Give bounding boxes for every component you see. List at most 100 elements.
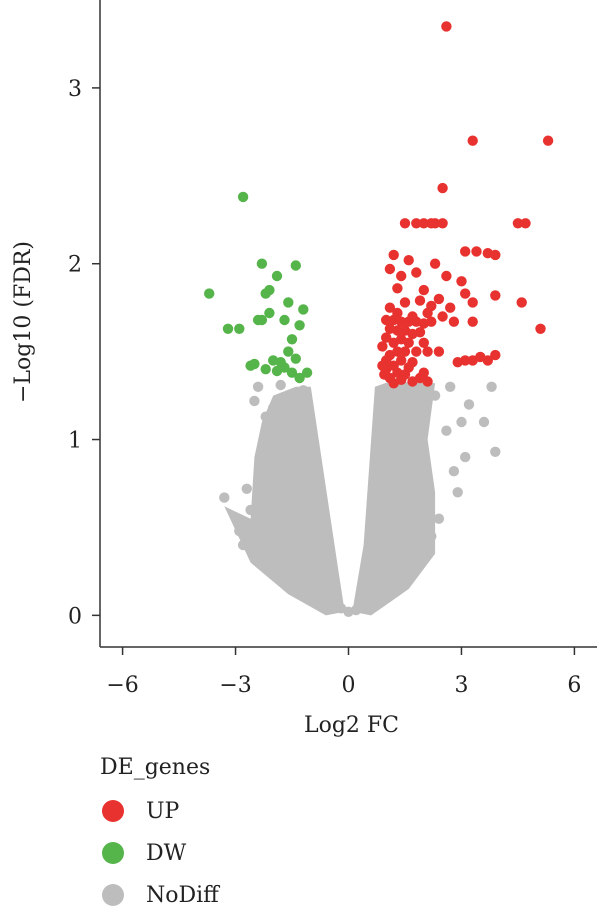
- point-nodiff: [335, 603, 347, 614]
- point-up: [441, 270, 452, 282]
- point-up: [388, 378, 399, 389]
- point-dw: [264, 307, 275, 319]
- point-dw: [245, 360, 256, 371]
- point-dw: [301, 367, 313, 378]
- x-axis-title: Log2 FC: [304, 713, 399, 738]
- legend-marker-nodiff: [102, 884, 124, 906]
- point-up: [414, 327, 426, 338]
- nodiff-density-cloud: [224, 381, 436, 616]
- point-up: [490, 249, 501, 261]
- point-nodiff: [237, 539, 249, 551]
- nodiff-cloud-right: [352, 381, 436, 616]
- point-nodiff: [298, 566, 309, 577]
- point-up: [418, 284, 429, 296]
- point-nodiff: [414, 553, 426, 565]
- point-nodiff: [441, 425, 452, 436]
- point-up: [437, 218, 448, 229]
- point-up: [377, 341, 388, 352]
- point-up: [381, 332, 392, 343]
- y-tick-label: 2: [68, 253, 82, 278]
- point-up: [441, 21, 452, 32]
- point-nodiff: [403, 437, 414, 449]
- legend-item-up: UP: [100, 790, 219, 832]
- point-up: [403, 316, 414, 327]
- point-up: [411, 346, 422, 357]
- point-nodiff: [445, 381, 456, 392]
- point-nodiff: [298, 385, 309, 396]
- point-up: [392, 283, 403, 294]
- point-up: [433, 346, 445, 357]
- point-nodiff: [313, 589, 324, 600]
- point-up: [429, 218, 441, 229]
- point-nodiff: [452, 487, 463, 498]
- point-dw: [286, 334, 298, 345]
- point-up: [448, 316, 460, 327]
- point-dw: [237, 191, 249, 203]
- point-nodiff: [324, 601, 335, 612]
- point-up: [388, 249, 399, 261]
- point-up: [384, 263, 396, 275]
- point-up: [471, 246, 482, 257]
- x-tick-label: −6: [106, 673, 138, 698]
- point-nodiff: [260, 411, 271, 422]
- point-dw: [204, 288, 215, 299]
- point-up: [467, 316, 478, 327]
- point-nodiff: [245, 504, 256, 516]
- point-nodiff: [350, 604, 362, 616]
- point-up: [490, 290, 501, 301]
- point-up: [403, 337, 414, 348]
- point-nodiff: [275, 379, 286, 391]
- point-up: [396, 316, 407, 327]
- point-up: [396, 270, 407, 282]
- point-nodiff: [426, 531, 437, 542]
- x-tick-label: 0: [342, 673, 356, 698]
- point-up: [399, 346, 411, 357]
- point-up: [490, 349, 501, 361]
- x-tick-label: −3: [219, 673, 251, 698]
- point-dw: [279, 314, 290, 326]
- point-up: [426, 316, 437, 327]
- point-nodiff: [463, 399, 475, 410]
- y-tick-label: 1: [68, 429, 82, 454]
- y-tick-label: 0: [68, 604, 82, 629]
- point-nodiff: [249, 395, 260, 407]
- point-up: [418, 337, 429, 348]
- point-up: [399, 218, 411, 229]
- legend-label-dw: DW: [146, 840, 187, 866]
- point-dw: [283, 346, 294, 357]
- point-nodiff: [283, 408, 294, 419]
- point-nodiff: [264, 439, 275, 450]
- point-dw: [298, 304, 309, 315]
- point-up: [414, 372, 426, 384]
- point-nodiff: [486, 381, 497, 392]
- legend: DE_genes UP DW NoDiff: [100, 755, 219, 916]
- point-up: [392, 325, 403, 336]
- point-nodiff: [252, 381, 264, 392]
- point-nodiff: [418, 408, 429, 419]
- legend-item-nodiff: NoDiff: [100, 874, 219, 916]
- data-points: [204, 21, 554, 617]
- legend-marker-up: [102, 800, 124, 822]
- point-dw: [271, 365, 283, 377]
- point-up: [467, 135, 478, 146]
- y-tick-label: 3: [68, 77, 82, 102]
- point-nodiff: [256, 460, 268, 472]
- point-dw: [260, 364, 271, 375]
- point-nodiff: [411, 390, 422, 401]
- axes: 0 1 2 3 −6 −3 0 3 6: [68, 0, 597, 698]
- point-dw: [260, 288, 271, 299]
- point-up: [445, 302, 456, 313]
- point-up: [433, 293, 445, 305]
- point-nodiff: [241, 483, 252, 494]
- point-up: [467, 355, 478, 366]
- legend-item-dw: DW: [100, 832, 219, 874]
- point-up: [512, 218, 524, 229]
- point-dw: [283, 297, 294, 308]
- point-dw: [222, 323, 234, 334]
- point-up: [411, 267, 422, 278]
- point-up: [388, 337, 399, 348]
- y-axis-title: −Log10 (FDR): [11, 241, 36, 403]
- point-up: [520, 218, 531, 229]
- point-up: [482, 355, 493, 366]
